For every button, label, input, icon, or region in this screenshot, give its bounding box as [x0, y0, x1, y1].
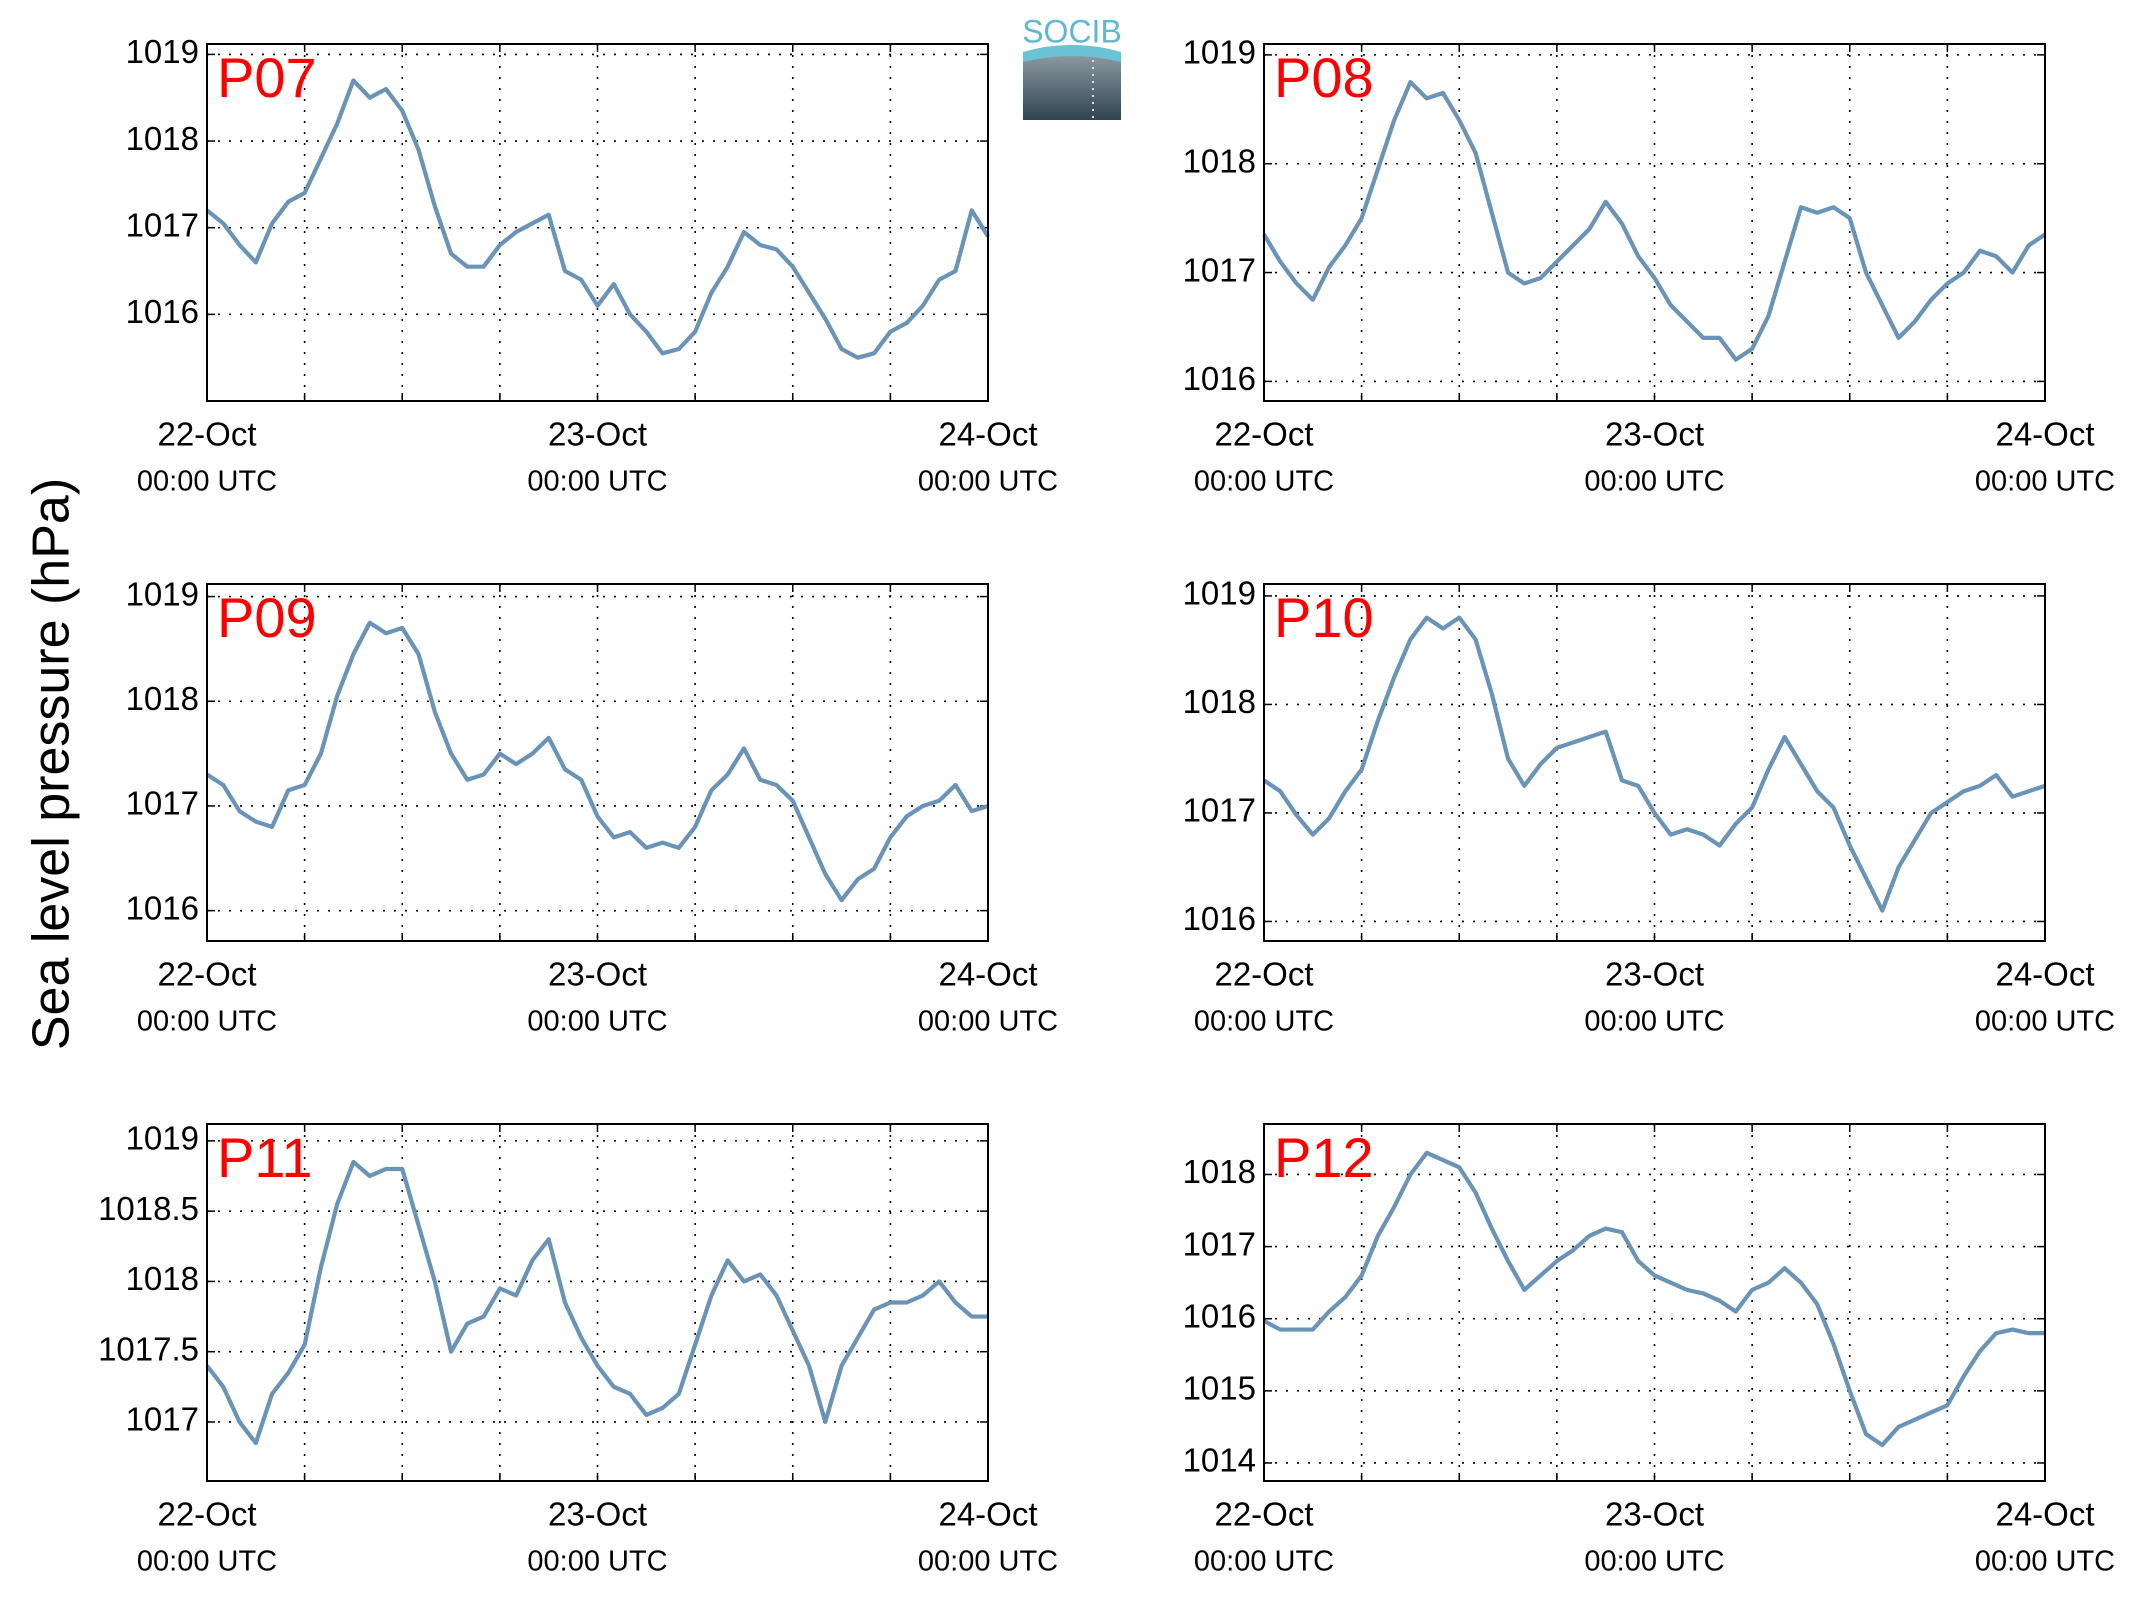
panel: 22-Oct 00:00 UTC 23-Oct 00:00 UTC 24-Oct 00:0… — [126, 33, 1059, 498]
logo: SOCIB — [1022, 13, 1122, 120]
plot-area — [1264, 1124, 2045, 1481]
y-tick-label: 1019 — [126, 575, 199, 612]
x-tick-label: 24-Oct — [1995, 1496, 2094, 1533]
y-tick-label: 1018 — [126, 1260, 199, 1297]
plot-area — [207, 584, 988, 941]
plot-frame — [1263, 583, 2046, 942]
x-tick-sublabel: 00:00 UTC — [1194, 1546, 1334, 1578]
x-tick-sublabel: 00:00 UTC — [527, 1006, 667, 1038]
x-tick-sublabel: 00:00 UTC — [527, 466, 667, 498]
data-line — [1262, 615, 2046, 913]
y-tick-label: 1017 — [1183, 792, 1256, 829]
y-tick-label: 1018 — [126, 680, 199, 717]
x-tick-label: 23-Oct — [548, 956, 647, 993]
x-tick-label: 22-Oct — [157, 1496, 256, 1533]
x-tick-label: 22-Oct — [157, 416, 256, 453]
y-tick-label: 1016 — [126, 293, 199, 330]
plot-frame — [1263, 43, 2046, 402]
plot-frame — [206, 43, 989, 402]
x-tick-label: 24-Oct — [1995, 956, 2094, 993]
y-tick-label: 1018 — [126, 120, 199, 157]
panel-title: P12 — [1274, 1126, 1374, 1189]
y-tick-label: 1014 — [1183, 1442, 1256, 1479]
panel: 22-Oct 00:00 UTC 23-Oct 00:00 UTC 24-Oct 00:0… — [1183, 1123, 2115, 1578]
panel: 22-Oct 00:00 UTC 23-Oct 00:00 UTC 24-Oct 00:0… — [1183, 34, 2116, 498]
x-tick-sublabel: 00:00 UTC — [918, 1546, 1058, 1578]
x-tick-label: 24-Oct — [1995, 416, 2094, 453]
y-tick-label: 1018 — [1183, 683, 1256, 720]
panel-title: P08 — [1274, 46, 1374, 109]
x-tick-sublabel: 00:00 UTC — [1584, 466, 1724, 498]
y-tick-label: 1018.5 — [98, 1190, 199, 1227]
x-tick-label: 23-Oct — [1605, 416, 1704, 453]
plot-frame — [206, 583, 989, 942]
panel-title: P09 — [217, 586, 317, 649]
x-tick-label: 23-Oct — [1605, 1496, 1704, 1533]
panel: 22-Oct 00:00 UTC 23-Oct 00:00 UTC 24-Oct 00:0… — [1183, 575, 2116, 1038]
panel: 22-Oct 00:00 UTC 23-Oct 00:00 UTC 24-Oct 00:0… — [98, 1120, 1058, 1578]
y-tick-label: 1017 — [1183, 1225, 1256, 1262]
data-line — [1263, 1150, 2045, 1448]
x-tick-sublabel: 00:00 UTC — [1584, 1006, 1724, 1038]
y-tick-label: 1019 — [1183, 575, 1256, 612]
logo-shape — [1023, 45, 1121, 120]
y-tick-label: 1015 — [1183, 1370, 1256, 1407]
y-tick-label: 1017 — [126, 785, 199, 822]
x-tick-label: 22-Oct — [1214, 1496, 1313, 1533]
x-tick-sublabel: 00:00 UTC — [918, 466, 1058, 498]
y-tick-label: 1017 — [1183, 251, 1256, 288]
x-tick-label: 22-Oct — [1214, 956, 1313, 993]
x-tick-label: 22-Oct — [157, 956, 256, 993]
x-tick-sublabel: 00:00 UTC — [1584, 1546, 1724, 1578]
y-tick-label: 1019 — [126, 33, 199, 70]
panel: 22-Oct 00:00 UTC 23-Oct 00:00 UTC 24-Oct 00:0… — [126, 575, 1059, 1037]
y-tick-label: 1019 — [126, 1120, 199, 1157]
x-tick-label: 22-Oct — [1214, 416, 1313, 453]
y-axis-label: Sea level pressure (hPa) — [23, 478, 81, 1050]
x-tick-label: 23-Oct — [548, 1496, 647, 1533]
x-tick-label: 24-Oct — [938, 416, 1037, 453]
x-tick-sublabel: 00:00 UTC — [1194, 466, 1334, 498]
x-tick-label: 23-Oct — [548, 416, 647, 453]
plot-frame — [1263, 1123, 2046, 1482]
panel-title: P07 — [217, 46, 317, 109]
panel-title: P10 — [1274, 586, 1374, 649]
plot-area — [207, 1124, 988, 1481]
data-line — [205, 620, 989, 903]
x-tick-sublabel: 00:00 UTC — [137, 1546, 277, 1578]
y-tick-label: 1018 — [1183, 142, 1256, 179]
y-tick-label: 1019 — [1183, 34, 1256, 71]
y-tick-label: 1016 — [1183, 900, 1256, 937]
y-tick-label: 1017 — [126, 206, 199, 243]
x-tick-sublabel: 00:00 UTC — [1975, 466, 2115, 498]
logo-text: SOCIB — [1022, 13, 1122, 49]
data-line — [205, 78, 990, 360]
x-tick-label: 24-Oct — [938, 956, 1037, 993]
logo-wave — [1023, 45, 1121, 62]
panel-title: P11 — [217, 1126, 312, 1189]
y-tick-label: 1017 — [126, 1401, 199, 1438]
x-tick-label: 24-Oct — [938, 1496, 1037, 1533]
plot-area — [1264, 44, 2045, 401]
plot-area — [207, 44, 988, 401]
x-tick-sublabel: 00:00 UTC — [527, 1546, 667, 1578]
y-tick-label: 1017.5 — [98, 1330, 199, 1367]
x-tick-sublabel: 00:00 UTC — [1975, 1006, 2115, 1038]
x-tick-sublabel: 00:00 UTC — [1194, 1006, 1334, 1038]
data-line — [205, 1159, 988, 1446]
x-tick-sublabel: 00:00 UTC — [1975, 1546, 2115, 1578]
x-tick-label: 23-Oct — [1605, 956, 1704, 993]
x-tick-sublabel: 00:00 UTC — [137, 466, 277, 498]
plot-frame — [206, 1123, 989, 1482]
plot-area — [1264, 584, 2045, 941]
x-tick-sublabel: 00:00 UTC — [137, 1006, 277, 1038]
y-tick-label: 1016 — [1183, 360, 1256, 397]
x-tick-sublabel: 00:00 UTC — [918, 1006, 1058, 1038]
y-tick-label: 1018 — [1183, 1153, 1256, 1190]
y-tick-label: 1016 — [1183, 1297, 1256, 1334]
data-line — [1262, 79, 2047, 362]
y-tick-label: 1016 — [126, 889, 199, 926]
